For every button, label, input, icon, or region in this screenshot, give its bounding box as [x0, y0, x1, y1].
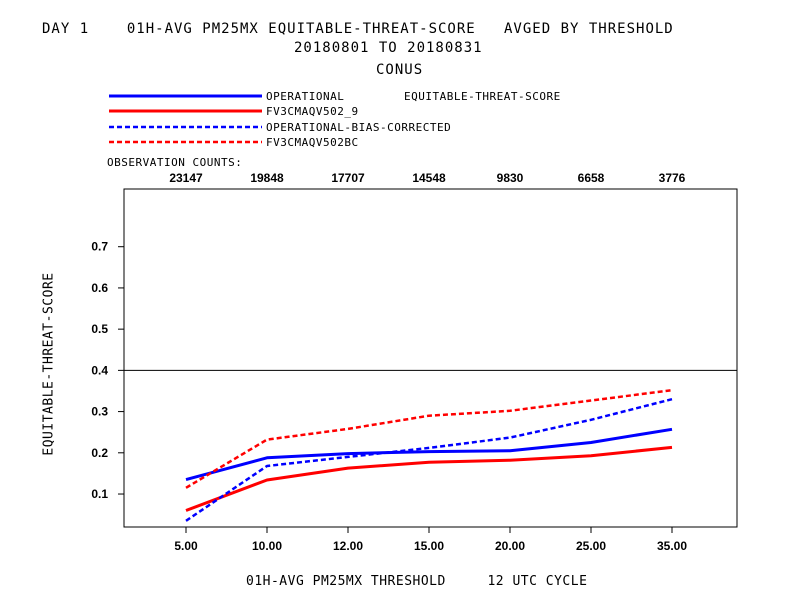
series-line-2 — [185, 445, 673, 512]
y-tick-label: 0.6 — [91, 281, 108, 295]
legend-label-operational: OPERATIONAL — [266, 90, 345, 103]
x-tick-label: 35.00 — [657, 539, 687, 553]
observation-count: 14548 — [412, 171, 446, 185]
x-tick-label: 20.00 — [495, 539, 525, 553]
series-line-4 — [185, 388, 673, 489]
observation-count: 3776 — [659, 171, 686, 185]
observation-count: 19848 — [250, 171, 284, 185]
plot-frame — [123, 188, 738, 528]
y-tick-label: 0.5 — [91, 322, 108, 336]
series-line-3 — [185, 397, 673, 522]
y-tick-label: 0.1 — [91, 487, 108, 501]
observation-counts-label: OBSERVATION COUNTS: — [107, 156, 243, 169]
observation-count: 6658 — [578, 171, 605, 185]
observation-count: 23147 — [169, 171, 203, 185]
x-tick-label: 10.00 — [252, 539, 282, 553]
legend-label-fv3cmaqv502bc: FV3CMAQV502BC — [266, 136, 359, 149]
y-tick-label: 0.3 — [91, 405, 108, 419]
chart-region: CONUS — [376, 62, 424, 78]
x-tick-label: 15.00 — [414, 539, 444, 553]
legend-label-operational-bias-corrected: OPERATIONAL-BIAS-CORRECTED — [266, 121, 452, 134]
x-tick-label: 5.00 — [174, 539, 198, 553]
legend-label-fv3cmaqv502-9: FV3CMAQV502_9 — [266, 105, 359, 118]
x-axis-label: 01H-AVG PM25MX THRESHOLD 12 UTC CYCLE — [246, 574, 588, 589]
y-tick-label: 0.7 — [91, 240, 108, 254]
legend-metric-label: EQUITABLE-THREAT-SCORE — [404, 90, 561, 103]
x-tick-label: 12.00 — [333, 539, 363, 553]
observation-count: 9830 — [497, 171, 524, 185]
chart-date-range: 20180801 TO 20180831 — [294, 40, 483, 56]
y-tick-label: 0.4 — [91, 363, 108, 377]
x-tick-label: 25.00 — [576, 539, 606, 553]
chart-title: DAY 1 01H-AVG PM25MX EQUITABLE-THREAT-SC… — [42, 21, 674, 37]
y-tick-label: 0.2 — [91, 446, 108, 460]
series-line-1 — [185, 427, 673, 482]
observation-count: 17707 — [331, 171, 365, 185]
